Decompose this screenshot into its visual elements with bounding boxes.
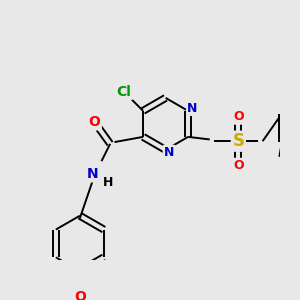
Text: O: O (88, 115, 101, 129)
Text: O: O (233, 110, 244, 124)
Text: O: O (233, 159, 244, 172)
Text: N: N (164, 146, 174, 159)
Text: O: O (74, 290, 86, 300)
Text: N: N (87, 167, 99, 181)
Text: S: S (232, 132, 244, 150)
Text: N: N (187, 102, 198, 115)
Text: Cl: Cl (117, 85, 131, 99)
Text: H: H (102, 176, 113, 189)
